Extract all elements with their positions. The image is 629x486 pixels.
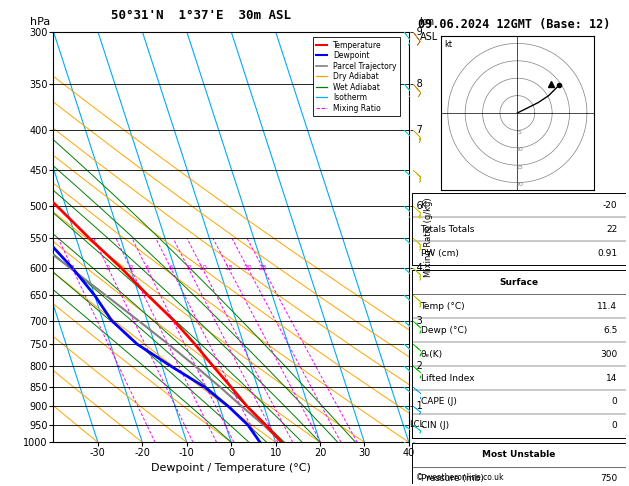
Text: ASL: ASL [420, 32, 438, 42]
Text: - 6: - 6 [409, 201, 422, 211]
Text: Mixing Ratio (g/kg): Mixing Ratio (g/kg) [424, 197, 433, 277]
Text: Dewp (°C): Dewp (°C) [421, 326, 467, 335]
Text: LCL: LCL [409, 420, 425, 429]
Text: 22: 22 [606, 225, 617, 234]
Text: - 8: - 8 [409, 79, 422, 89]
Text: kt: kt [444, 40, 452, 49]
Text: © weatheronline.co.uk: © weatheronline.co.uk [416, 473, 504, 482]
Text: 5: 5 [517, 130, 521, 135]
Text: CAPE (J): CAPE (J) [421, 398, 457, 406]
Text: - 2: - 2 [409, 361, 423, 371]
Text: PW (cm): PW (cm) [421, 249, 459, 258]
Text: 3: 3 [128, 265, 133, 271]
Text: - 9: - 9 [409, 27, 422, 36]
Text: 15: 15 [515, 165, 523, 170]
X-axis label: Dewpoint / Temperature (°C): Dewpoint / Temperature (°C) [151, 463, 311, 473]
Text: 15: 15 [224, 265, 233, 271]
Text: 20: 20 [515, 182, 523, 187]
Text: Lifted Index: Lifted Index [421, 374, 474, 382]
Text: 50°31'N  1°37'E  30m ASL: 50°31'N 1°37'E 30m ASL [111, 9, 291, 22]
Text: 25: 25 [259, 265, 267, 271]
Text: - 1: - 1 [409, 401, 422, 411]
Text: km: km [420, 17, 435, 28]
Text: 1: 1 [70, 265, 74, 271]
Text: hPa: hPa [30, 17, 50, 28]
Text: 8: 8 [186, 265, 191, 271]
Text: 6: 6 [169, 265, 173, 271]
Text: Temp (°C): Temp (°C) [421, 302, 465, 311]
Text: 4: 4 [145, 265, 149, 271]
Text: -20: -20 [603, 201, 617, 210]
Text: 20: 20 [243, 265, 252, 271]
Text: - 7: - 7 [409, 125, 423, 135]
Text: 750: 750 [600, 474, 617, 484]
Text: - 4: - 4 [409, 263, 422, 273]
Text: 10: 10 [198, 265, 207, 271]
Text: Pressure (mb): Pressure (mb) [421, 474, 484, 484]
Text: 11.4: 11.4 [598, 302, 617, 311]
Text: 09.06.2024 12GMT (Base: 12): 09.06.2024 12GMT (Base: 12) [418, 18, 611, 31]
Text: 0: 0 [611, 421, 617, 430]
Text: θₑ(K): θₑ(K) [421, 349, 443, 359]
Text: 6.5: 6.5 [603, 326, 617, 335]
Text: 14: 14 [606, 374, 617, 382]
Text: Totals Totals: Totals Totals [421, 225, 475, 234]
Text: K: K [421, 201, 426, 210]
Text: 2: 2 [106, 265, 110, 271]
Text: 0.91: 0.91 [597, 249, 617, 258]
Text: 10: 10 [515, 147, 523, 152]
Text: 300: 300 [600, 349, 617, 359]
Legend: Temperature, Dewpoint, Parcel Trajectory, Dry Adiabat, Wet Adiabat, Isotherm, Mi: Temperature, Dewpoint, Parcel Trajectory… [313, 37, 399, 116]
Text: Most Unstable: Most Unstable [482, 451, 555, 459]
Text: 0: 0 [611, 398, 617, 406]
Text: CIN (J): CIN (J) [421, 421, 448, 430]
Text: - 3: - 3 [409, 315, 422, 326]
Text: Surface: Surface [499, 278, 538, 287]
